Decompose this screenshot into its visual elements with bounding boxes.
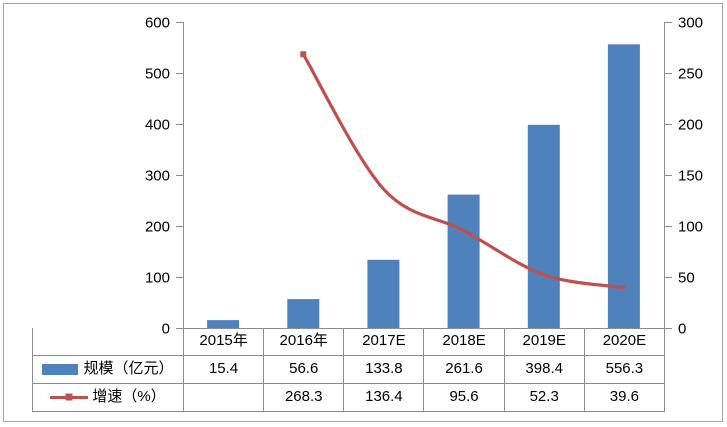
category-cell-2015: 2015年	[182, 328, 265, 356]
svg-text:200: 200	[145, 218, 170, 235]
growth-value-cell: 52.3	[503, 383, 585, 412]
legend-cell-growth: 增速（%）	[32, 383, 184, 412]
legend-cell-scale: 规模（亿元）	[32, 355, 184, 384]
svg-text:50: 50	[678, 269, 695, 286]
svg-text:300: 300	[678, 14, 703, 31]
growth-value-cell: 136.4	[343, 383, 425, 412]
scale-value-cell: 15.4	[182, 355, 265, 384]
svg-text:250: 250	[678, 65, 703, 82]
line-start-marker	[300, 51, 307, 58]
growth-line	[300, 51, 626, 290]
svg-text:0: 0	[678, 320, 686, 337]
category-cell-2017e: 2017E	[343, 328, 425, 356]
growth-value-cell	[182, 383, 265, 412]
category-cell-2019e: 2019E	[503, 328, 585, 356]
category-cell-2018e: 2018E	[423, 328, 505, 356]
scale-value-cell: 398.4	[503, 355, 585, 384]
svg-text:400: 400	[145, 116, 170, 133]
bar-2017E	[367, 259, 400, 328]
svg-text:200: 200	[678, 116, 703, 133]
svg-text:100: 100	[145, 269, 170, 286]
bar-2018E	[447, 194, 480, 328]
table-corner-cell	[32, 328, 184, 356]
scale-series-row: 规模（亿元） 15.4 56.6 133.8 261.6 398.4 556.3	[32, 355, 666, 384]
growth-value-cell: 39.6	[583, 383, 666, 412]
scale-value-cell: 261.6	[423, 355, 505, 384]
growth-value-cell: 268.3	[263, 383, 345, 412]
chart-frame	[3, 3, 723, 422]
bar-2019E	[527, 124, 560, 328]
category-cell-2020e: 2020E	[583, 328, 666, 356]
chart-data-table: 2015年 2016年 2017E 2018E 2019E 2020E 规模（亿…	[32, 328, 666, 412]
bars	[207, 44, 640, 329]
scale-value-cell: 56.6	[263, 355, 345, 384]
svg-text:100: 100	[678, 218, 703, 235]
scale-value-cell: 133.8	[343, 355, 425, 384]
bar-2020E	[607, 44, 640, 329]
svg-text:300: 300	[145, 167, 170, 184]
bar-series-legend-key-icon	[42, 363, 79, 375]
bar-2015年	[207, 320, 240, 328]
bar-2016年	[287, 299, 320, 328]
legend-label-growth: 增速（%）	[92, 388, 166, 406]
line-series-legend-key-icon	[50, 395, 89, 399]
axes	[183, 22, 665, 329]
growth-value-cell: 95.6	[423, 383, 505, 412]
scale-value-cell: 556.3	[583, 355, 666, 384]
svg-text:600: 600	[145, 14, 170, 31]
category-cell-2016: 2016年	[263, 328, 345, 356]
legend-label-scale: 规模（亿元）	[83, 360, 174, 378]
svg-text:150: 150	[678, 167, 703, 184]
svg-text:500: 500	[145, 65, 170, 82]
category-row: 2015年 2016年 2017E 2018E 2019E 2020E	[32, 328, 666, 356]
growth-series-row: 增速（%） 268.3 136.4 95.6 52.3 39.6	[32, 383, 666, 412]
right-axis-labels: 0 50 100 150 200 250 300	[665, 14, 703, 337]
